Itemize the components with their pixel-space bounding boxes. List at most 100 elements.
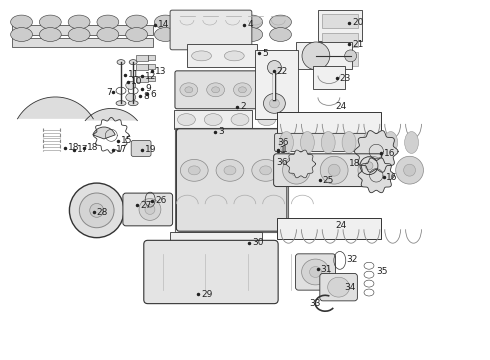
Ellipse shape <box>241 28 263 41</box>
Ellipse shape <box>212 28 234 41</box>
Ellipse shape <box>257 51 277 61</box>
Bar <box>174 111 252 129</box>
Text: 36: 36 <box>277 138 289 147</box>
Ellipse shape <box>291 164 302 176</box>
Text: 18: 18 <box>68 143 79 152</box>
Bar <box>187 44 257 67</box>
Polygon shape <box>354 131 398 172</box>
Ellipse shape <box>404 164 416 176</box>
Ellipse shape <box>384 131 398 153</box>
Polygon shape <box>358 158 394 193</box>
Ellipse shape <box>183 15 205 29</box>
Bar <box>313 66 344 89</box>
Text: 34: 34 <box>344 283 356 292</box>
Ellipse shape <box>11 15 32 29</box>
FancyBboxPatch shape <box>144 240 278 303</box>
Text: 12: 12 <box>146 72 157 81</box>
Bar <box>276 217 381 239</box>
Text: 30: 30 <box>252 238 264 247</box>
Ellipse shape <box>145 204 155 215</box>
Ellipse shape <box>363 131 377 153</box>
Ellipse shape <box>270 15 292 29</box>
Ellipse shape <box>154 28 176 41</box>
Text: 27: 27 <box>141 201 152 210</box>
Ellipse shape <box>212 87 220 93</box>
Bar <box>147 55 155 59</box>
Text: 25: 25 <box>323 176 334 185</box>
Text: 33: 33 <box>309 299 320 308</box>
Text: 26: 26 <box>155 196 167 205</box>
Ellipse shape <box>365 162 373 170</box>
Ellipse shape <box>204 114 222 126</box>
Text: 5: 5 <box>262 49 268 58</box>
Ellipse shape <box>396 156 423 184</box>
Bar <box>136 64 147 71</box>
Text: 11: 11 <box>128 70 140 79</box>
Text: 22: 22 <box>276 67 288 76</box>
Ellipse shape <box>188 166 200 175</box>
Bar <box>255 50 298 119</box>
FancyBboxPatch shape <box>295 254 336 290</box>
Ellipse shape <box>11 28 32 41</box>
FancyBboxPatch shape <box>273 154 382 186</box>
Ellipse shape <box>283 156 310 184</box>
Ellipse shape <box>224 51 244 61</box>
Text: 10: 10 <box>131 77 142 86</box>
Ellipse shape <box>320 156 348 184</box>
Ellipse shape <box>116 101 126 106</box>
Ellipse shape <box>358 156 386 184</box>
Bar <box>170 232 262 243</box>
Ellipse shape <box>366 164 378 176</box>
Ellipse shape <box>224 166 236 175</box>
Ellipse shape <box>192 51 212 61</box>
Text: 36: 36 <box>276 158 288 167</box>
Polygon shape <box>286 150 316 178</box>
Ellipse shape <box>39 28 61 41</box>
Text: 24: 24 <box>335 102 346 111</box>
Ellipse shape <box>97 28 119 41</box>
Text: 18: 18 <box>349 159 361 168</box>
FancyBboxPatch shape <box>170 10 252 50</box>
Ellipse shape <box>258 114 276 126</box>
Ellipse shape <box>126 93 136 101</box>
Bar <box>318 10 362 41</box>
Bar <box>147 64 155 69</box>
Ellipse shape <box>234 83 251 97</box>
Ellipse shape <box>300 131 314 153</box>
Text: 16: 16 <box>384 149 395 158</box>
FancyBboxPatch shape <box>274 133 381 152</box>
Ellipse shape <box>344 50 357 62</box>
Ellipse shape <box>360 157 378 175</box>
Ellipse shape <box>295 166 307 175</box>
Ellipse shape <box>185 87 193 93</box>
Ellipse shape <box>239 87 246 93</box>
Ellipse shape <box>79 193 114 228</box>
Text: 17: 17 <box>77 145 89 154</box>
Ellipse shape <box>126 81 136 89</box>
Text: 2: 2 <box>240 102 246 111</box>
Text: 31: 31 <box>320 265 332 274</box>
Ellipse shape <box>90 203 104 217</box>
Text: 14: 14 <box>157 20 169 29</box>
Text: 21: 21 <box>352 40 364 49</box>
Text: 35: 35 <box>376 267 388 276</box>
Ellipse shape <box>260 166 271 175</box>
Bar <box>322 52 358 66</box>
Ellipse shape <box>212 15 234 29</box>
Ellipse shape <box>252 159 280 181</box>
Ellipse shape <box>328 277 349 297</box>
Ellipse shape <box>117 60 125 64</box>
Ellipse shape <box>270 99 279 108</box>
FancyBboxPatch shape <box>131 140 151 156</box>
Ellipse shape <box>207 83 224 97</box>
Ellipse shape <box>321 131 335 153</box>
Ellipse shape <box>288 159 315 181</box>
Text: 4: 4 <box>247 20 253 29</box>
Ellipse shape <box>328 164 340 176</box>
Ellipse shape <box>302 42 330 70</box>
Text: 23: 23 <box>340 74 351 83</box>
Ellipse shape <box>405 131 418 153</box>
Text: 1: 1 <box>280 146 286 155</box>
Ellipse shape <box>280 131 294 153</box>
Bar <box>276 112 381 134</box>
